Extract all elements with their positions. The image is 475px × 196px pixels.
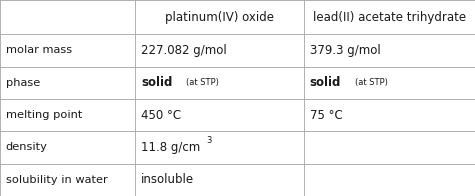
Text: 227.082 g/mol: 227.082 g/mol (141, 44, 227, 57)
Text: density: density (6, 142, 48, 152)
Text: phase: phase (6, 78, 40, 88)
Text: 11.8 g/cm: 11.8 g/cm (141, 141, 200, 154)
Text: 450 °C: 450 °C (141, 109, 181, 122)
Text: 379.3 g/mol: 379.3 g/mol (310, 44, 380, 57)
Text: solid: solid (310, 76, 341, 89)
Text: (at STP): (at STP) (186, 78, 219, 87)
Text: insoluble: insoluble (141, 173, 194, 186)
Text: 75 °C: 75 °C (310, 109, 342, 122)
Text: (at STP): (at STP) (355, 78, 388, 87)
Text: 3: 3 (206, 136, 211, 145)
Text: platinum(IV) oxide: platinum(IV) oxide (165, 11, 274, 24)
Text: melting point: melting point (6, 110, 82, 120)
Text: solubility in water: solubility in water (6, 175, 107, 185)
Text: lead(II) acetate trihydrate: lead(II) acetate trihydrate (313, 11, 466, 24)
Text: molar mass: molar mass (6, 45, 72, 55)
Text: solid: solid (141, 76, 172, 89)
